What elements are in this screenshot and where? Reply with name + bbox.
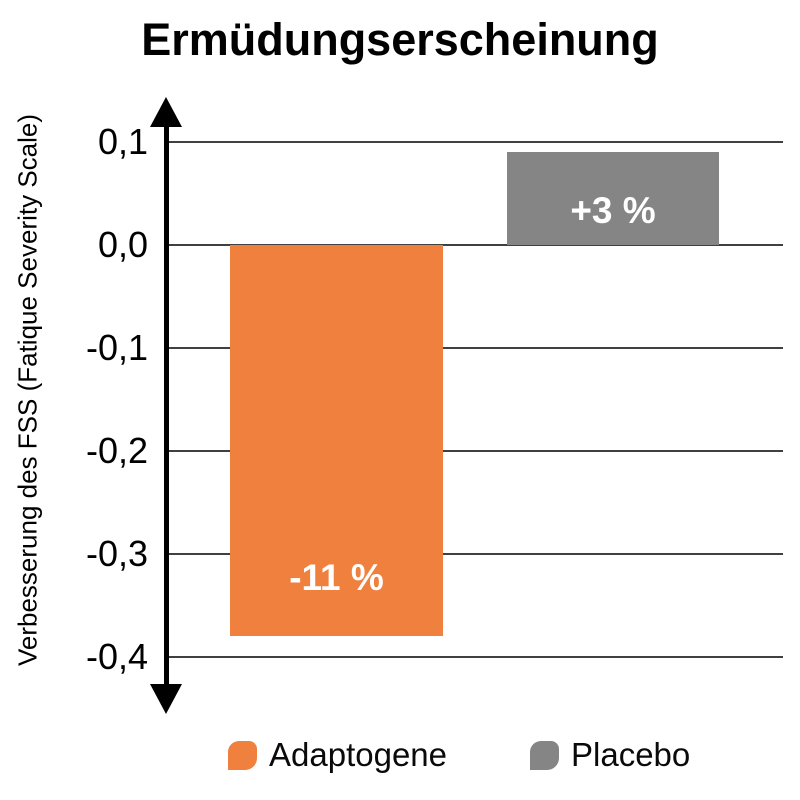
y-tick-label: -0,1 bbox=[85, 327, 148, 368]
gridline bbox=[166, 141, 783, 143]
y-axis-arrow-down-icon bbox=[150, 684, 182, 714]
chart-title: Ermüdungserscheinung bbox=[141, 14, 659, 65]
legend: Adaptogene Placebo bbox=[0, 736, 800, 773]
y-tick-label: 0,0 bbox=[97, 224, 148, 265]
y-tick-label: -0,2 bbox=[85, 430, 148, 471]
gridline bbox=[166, 347, 783, 349]
legend-label-adaptogene: Adaptogene bbox=[269, 736, 448, 773]
gridline bbox=[166, 450, 783, 452]
y-tick-label: 0,1 bbox=[97, 121, 148, 162]
gridline bbox=[166, 656, 783, 658]
y-axis-line bbox=[164, 110, 169, 700]
legend-swatch-placebo-icon bbox=[530, 740, 559, 770]
gridline bbox=[166, 553, 783, 555]
legend-item-placebo: Placebo bbox=[530, 736, 690, 774]
y-axis-arrow-up-icon bbox=[150, 97, 182, 127]
legend-swatch-adaptogene-icon bbox=[228, 740, 257, 770]
legend-item-adaptogene: Adaptogene bbox=[228, 736, 447, 774]
legend-label-placebo: Placebo bbox=[571, 736, 691, 773]
y-axis-label: Verbesserung des FSS (Fatique Severity S… bbox=[12, 113, 43, 667]
bar-value-label: +3 % bbox=[570, 189, 656, 231]
bar-placebo: +3 % bbox=[507, 152, 719, 245]
bar-value-label: -11 % bbox=[289, 557, 384, 599]
bar-adaptogene: -11 % bbox=[230, 245, 443, 637]
y-tick-label: -0,4 bbox=[85, 636, 148, 677]
gridline bbox=[166, 244, 783, 246]
y-tick-label: -0,3 bbox=[85, 533, 148, 574]
